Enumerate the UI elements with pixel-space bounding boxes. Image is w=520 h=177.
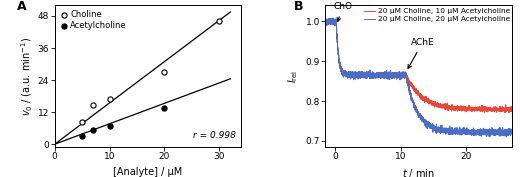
Text: A: A [17, 0, 27, 13]
20 μM Choline, 10 μM Acetylcholine [506, 112, 512, 114]
20 μM Choline, 20 μM Acetylcholine [505, 131, 512, 133]
20 μM Choline, 10 μM Acetylcholine [402, 74, 408, 76]
Line: 20 μM Choline, 10 μM Acetylcholine: 20 μM Choline, 10 μM Acetylcholine [326, 18, 512, 113]
Text: AChE: AChE [408, 38, 434, 68]
Acetylcholine [78, 135, 86, 138]
20 μM Choline, 20 μM Acetylcholine [322, 17, 329, 19]
Line: 20 μM Choline, 20 μM Acetylcholine: 20 μM Choline, 20 μM Acetylcholine [326, 18, 512, 137]
Choline [160, 71, 168, 73]
X-axis label: [Analyte] / μM: [Analyte] / μM [113, 167, 183, 177]
20 μM Choline, 20 μM Acetylcholine [509, 133, 515, 135]
20 μM Choline, 10 μM Acetylcholine [322, 20, 329, 22]
20 μM Choline, 10 μM Acetylcholine [485, 108, 491, 110]
Choline [78, 120, 86, 123]
Legend: 20 μM Choline, 10 μM Acetylcholine, 20 μM Choline, 20 μM Acetylcholine: 20 μM Choline, 10 μM Acetylcholine, 20 μ… [363, 8, 511, 23]
20 μM Choline, 20 μM Acetylcholine [344, 72, 350, 74]
20 μM Choline, 20 μM Acetylcholine [355, 78, 361, 80]
Y-axis label: $I_\mathrm{rel}$: $I_\mathrm{rel}$ [286, 70, 300, 83]
20 μM Choline, 10 μM Acetylcholine [394, 77, 400, 79]
Choline [215, 20, 224, 23]
Legend: Choline, Acetylcholine: Choline, Acetylcholine [59, 10, 128, 31]
20 μM Choline, 20 μM Acetylcholine [485, 130, 491, 133]
20 μM Choline, 10 μM Acetylcholine [344, 74, 350, 76]
Acetylcholine [106, 124, 114, 127]
Text: r = 0.998: r = 0.998 [193, 131, 236, 140]
Acetylcholine [89, 128, 97, 131]
Y-axis label: $v_0$ / (a.u. min$^{-1}$): $v_0$ / (a.u. min$^{-1}$) [19, 37, 35, 116]
Text: ChO: ChO [333, 2, 352, 21]
20 μM Choline, 10 μM Acetylcholine [355, 73, 361, 76]
20 μM Choline, 10 μM Acetylcholine [509, 109, 515, 111]
20 μM Choline, 20 μM Acetylcholine [402, 76, 408, 79]
20 μM Choline, 20 μM Acetylcholine [394, 72, 400, 74]
Acetylcholine [160, 107, 168, 110]
20 μM Choline, 20 μM Acetylcholine [503, 136, 510, 138]
Choline [89, 104, 97, 107]
Text: B: B [294, 0, 303, 13]
20 μM Choline, 10 μM Acetylcholine [505, 109, 512, 111]
Choline [106, 97, 114, 100]
X-axis label: $t$ / min: $t$ / min [402, 167, 435, 177]
20 μM Choline, 20 μM Acetylcholine [322, 23, 329, 25]
20 μM Choline, 10 μM Acetylcholine [329, 17, 335, 19]
